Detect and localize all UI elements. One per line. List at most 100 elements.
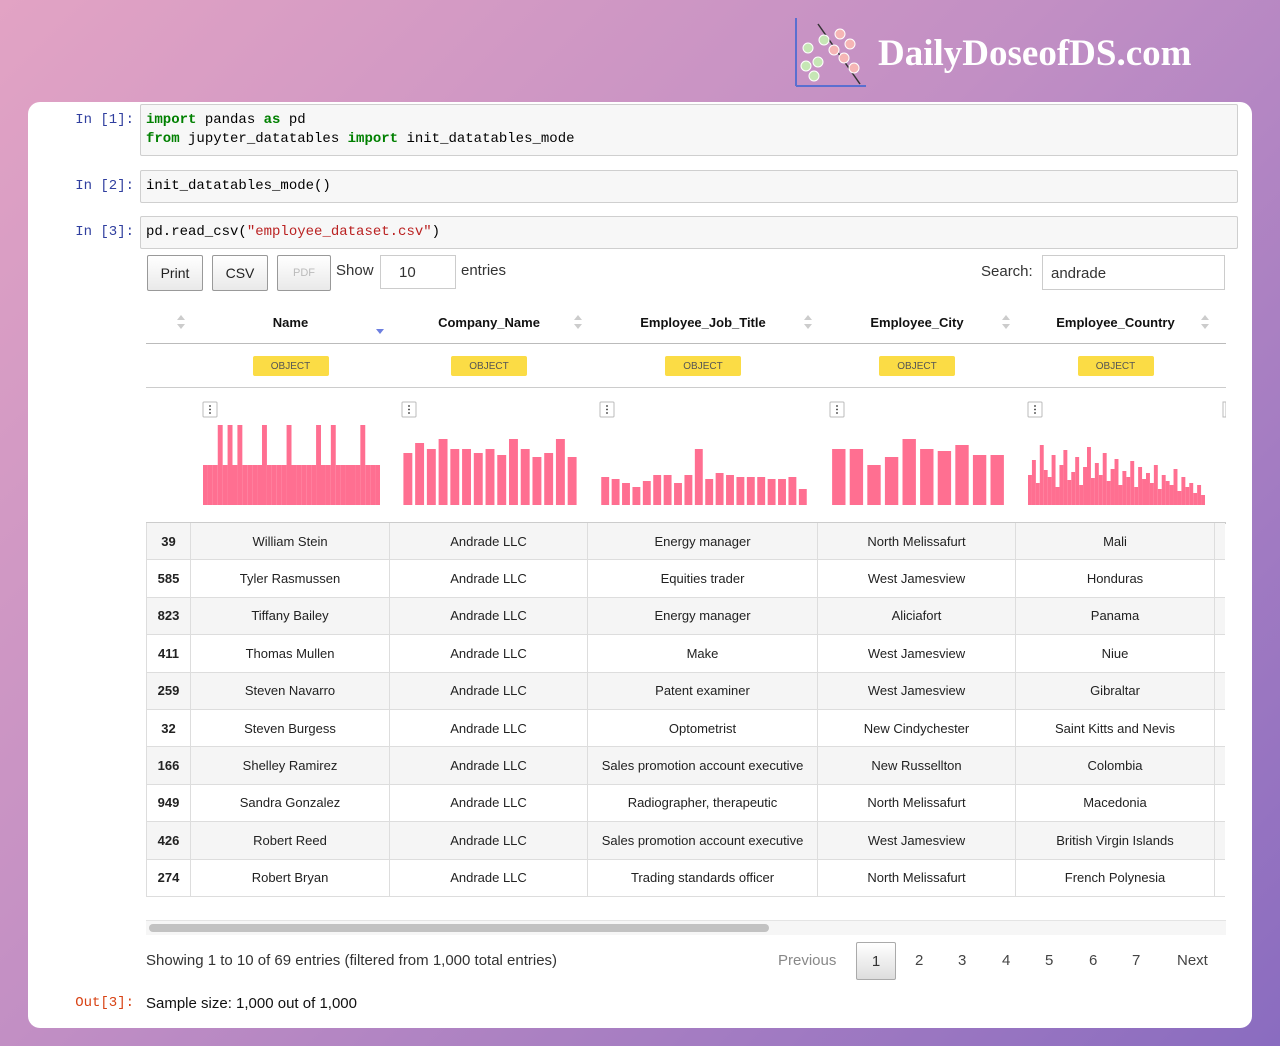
search-input[interactable]: andrade xyxy=(1042,255,1225,290)
histogram-bar xyxy=(271,465,277,505)
row-index: 166 xyxy=(146,747,191,785)
histogram-bar xyxy=(462,449,471,505)
code-cell[interactable]: init_datatables_mode() xyxy=(140,170,1238,203)
table-cell: Radiographer, therapeutic xyxy=(588,784,818,823)
histogram-bar xyxy=(1098,475,1103,505)
output-prompt: Out[3]: xyxy=(75,995,134,1011)
code-token: jupyter_datatables xyxy=(179,131,348,147)
histogram-bar xyxy=(325,465,331,505)
page-length-select[interactable]: 10 xyxy=(380,255,456,289)
histogram-bar xyxy=(262,425,267,505)
dtype-badge: OBJECT xyxy=(252,356,329,376)
toolbar-button[interactable]: PDF xyxy=(277,255,331,291)
histogram-bar xyxy=(509,439,518,505)
histogram-bar xyxy=(375,465,380,505)
histogram-bar xyxy=(746,477,755,505)
histogram-bar xyxy=(611,479,620,505)
column-header[interactable]: Company_Name xyxy=(438,315,540,330)
column-header[interactable]: Name xyxy=(272,315,309,330)
histogram-bar xyxy=(247,465,253,505)
histogram-bar xyxy=(1075,457,1080,505)
histogram-bar xyxy=(632,487,641,505)
column-header[interactable]: Employee_City xyxy=(870,315,964,330)
histogram-bar xyxy=(937,451,952,505)
code-token: init_datatables_mode() xyxy=(146,178,331,194)
histogram-bar xyxy=(1134,487,1139,505)
table-cell: Andrade LLC xyxy=(390,822,588,860)
histogram-bar xyxy=(1201,495,1205,505)
cell-prompt: In [3]: xyxy=(75,224,134,240)
table-cell: Andrade LLC xyxy=(390,747,588,785)
table-cell xyxy=(1215,673,1225,710)
histogram-bar xyxy=(1149,483,1154,505)
toolbar-button[interactable]: Print xyxy=(147,255,203,291)
histogram-bar xyxy=(642,481,651,505)
code-cell[interactable]: import pandas as pd from jupyter_datatabl… xyxy=(140,104,1238,156)
histogram-bar xyxy=(622,483,630,505)
histogram-bar xyxy=(1090,478,1095,505)
pagination-button[interactable]: 2 xyxy=(915,952,924,969)
pagination-button[interactable]: 6 xyxy=(1089,952,1098,969)
table-cell: West Jamesview xyxy=(818,560,1016,598)
table-cell: Andrade LLC xyxy=(390,672,588,710)
code-token: "employee_dataset.csv" xyxy=(246,224,432,240)
histogram-bar xyxy=(1094,463,1099,505)
table-cell: Optometrist xyxy=(588,710,818,748)
histogram-bar xyxy=(1043,470,1048,505)
pagination-button[interactable]: 1 xyxy=(856,942,896,980)
histogram-bar xyxy=(330,425,336,505)
menu-dot xyxy=(209,412,211,414)
table-cell: French Polynesia xyxy=(1016,859,1215,897)
histogram-bar xyxy=(232,465,238,505)
code-cell[interactable]: pd.read_csv("employee_dataset.csv") xyxy=(140,216,1238,249)
histogram-bar xyxy=(653,475,662,505)
table-cell: Robert Reed xyxy=(191,822,390,860)
pagination-button[interactable]: 5 xyxy=(1045,952,1054,969)
pagination-button[interactable]: Next xyxy=(1177,952,1208,969)
code-token: pd xyxy=(280,112,306,128)
pagination-button[interactable]: 3 xyxy=(958,952,967,969)
histogram-bar xyxy=(426,449,436,505)
table-cell: Andrade LLC xyxy=(390,859,588,897)
histogram-bar xyxy=(1047,477,1052,505)
histogram-bar xyxy=(955,445,969,505)
row-index: 585 xyxy=(146,560,191,598)
histogram-bar xyxy=(694,449,703,505)
histogram-bar xyxy=(1055,487,1060,505)
scrollbar-thumb[interactable] xyxy=(149,924,769,932)
histogram-bar xyxy=(365,465,371,505)
pagination-button[interactable]: Previous xyxy=(778,952,837,969)
histogram-bar xyxy=(1165,481,1170,505)
sort-icon xyxy=(177,324,185,329)
histogram-bar xyxy=(726,475,734,505)
table-cell: Andrade LLC xyxy=(390,523,588,561)
table-cell: Andrade LLC xyxy=(390,560,588,598)
table-cell: William Stein xyxy=(191,523,390,561)
sort-icon xyxy=(1201,315,1209,320)
table-cell: North Melissafurt xyxy=(818,523,1016,561)
table-cell: Patent examiner xyxy=(588,672,818,710)
table-cell: Trading standards officer xyxy=(588,859,818,897)
table-cell: Andrade LLC xyxy=(390,597,588,636)
table-cell: West Jamesview xyxy=(818,635,1016,673)
menu-dot xyxy=(606,412,608,414)
row-index: 823 xyxy=(146,597,191,636)
sort-icon xyxy=(1002,315,1010,320)
table-row-bg xyxy=(146,859,1225,897)
code-line: from jupyter_datatables import init_data… xyxy=(146,130,1232,149)
histogram-bar xyxy=(849,449,864,505)
pagination-button[interactable]: 7 xyxy=(1132,952,1141,969)
table-row-bg xyxy=(146,635,1225,673)
column-header[interactable]: Employee_Job_Title xyxy=(640,315,766,330)
histogram-bar xyxy=(1157,489,1162,505)
pagination-button[interactable]: 4 xyxy=(1002,952,1011,969)
histogram-bar xyxy=(286,425,292,505)
column-header[interactable]: Employee_Country xyxy=(1056,315,1175,330)
histogram-bar xyxy=(1039,445,1044,505)
histogram-bar xyxy=(415,443,425,505)
brand-logo xyxy=(795,18,866,87)
histogram-bar xyxy=(370,465,376,505)
histogram-bar xyxy=(355,465,361,505)
histogram-bar xyxy=(360,425,366,505)
toolbar-button[interactable]: CSV xyxy=(212,255,268,291)
